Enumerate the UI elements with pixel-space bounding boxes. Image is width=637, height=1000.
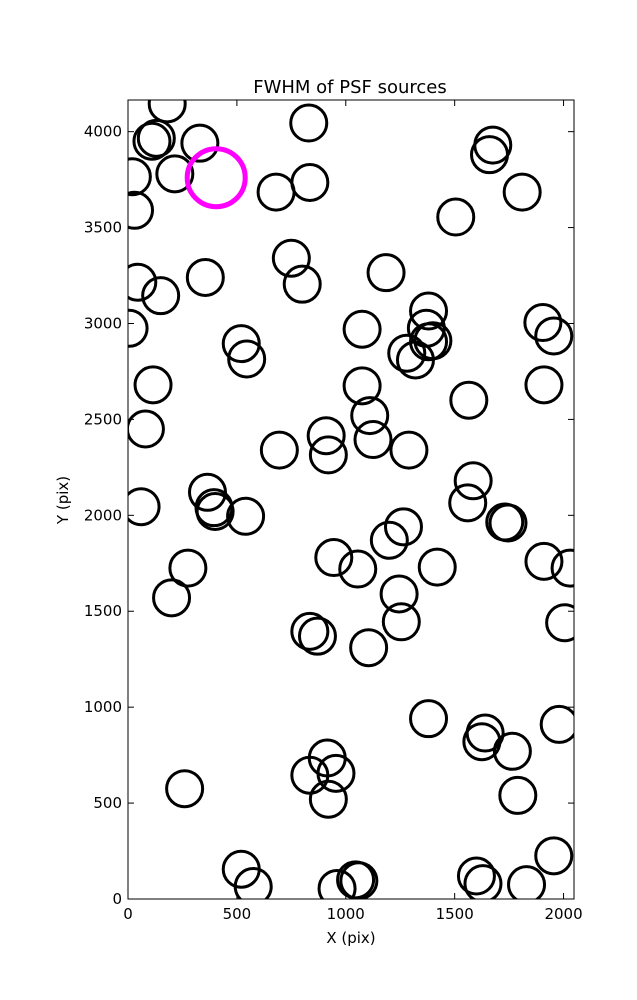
- source-point-15: [271, 238, 311, 278]
- y-tick-label: 3500: [84, 219, 122, 237]
- source-point-20: [141, 276, 181, 316]
- source-point-46: [448, 483, 488, 523]
- x-tick-label: 1500: [436, 905, 474, 923]
- source-point-59: [550, 548, 574, 588]
- source-point-42: [259, 430, 299, 470]
- source-point-40: [353, 420, 393, 460]
- source-point-76: [165, 769, 205, 809]
- y-tick-label: 3000: [84, 314, 122, 332]
- source-point-1: [147, 100, 187, 124]
- highlighted-source-point: [184, 146, 248, 210]
- source-point-85: [456, 856, 496, 896]
- source-point-8: [128, 157, 152, 197]
- source-point-35: [524, 365, 564, 405]
- source-point-44: [453, 461, 493, 501]
- source-point-49: [195, 491, 235, 531]
- source-point-34: [342, 366, 382, 406]
- x-tick-label: 2000: [544, 905, 582, 923]
- source-point-47: [128, 487, 161, 527]
- source-point-67: [349, 628, 389, 668]
- source-point-14: [436, 197, 476, 237]
- source-point-11: [256, 172, 296, 212]
- source-point-75: [316, 753, 356, 793]
- y-tick-label: 4000: [84, 123, 122, 141]
- source-point-16: [366, 253, 406, 293]
- source-point-32: [395, 340, 435, 380]
- source-point-55: [314, 538, 354, 578]
- x-axis-label: X (pix): [326, 929, 375, 947]
- source-point-86: [463, 864, 503, 899]
- y-tick-label: 1000: [84, 698, 122, 716]
- source-point-52: [485, 502, 525, 542]
- x-tick-label: 1000: [327, 905, 365, 923]
- source-point-78: [498, 775, 538, 815]
- source-point-77: [308, 779, 348, 819]
- source-point-5: [180, 123, 220, 163]
- source-point-10: [290, 162, 330, 202]
- source-point-19: [282, 264, 322, 304]
- source-point-36: [449, 380, 489, 420]
- source-point-27: [523, 303, 563, 343]
- source-point-38: [128, 409, 165, 449]
- source-point-81: [233, 867, 273, 899]
- source-point-41: [308, 435, 348, 475]
- source-point-7: [470, 135, 510, 175]
- source-point-31: [387, 333, 427, 373]
- y-tick-label: 2500: [84, 410, 122, 428]
- source-point-54: [369, 520, 409, 560]
- source-point-28: [534, 316, 574, 356]
- source-point-21: [409, 291, 449, 331]
- source-point-9: [155, 154, 195, 194]
- source-point-87: [507, 865, 547, 899]
- source-point-13: [128, 190, 155, 230]
- source-point-43: [389, 430, 429, 470]
- source-point-4: [136, 118, 176, 158]
- source-point-29: [221, 324, 261, 364]
- source-point-72: [539, 704, 574, 744]
- source-point-30: [227, 339, 267, 379]
- source-point-53: [488, 503, 528, 543]
- source-point-70: [462, 722, 502, 762]
- chart-title: FWHM of PSF sources: [253, 77, 447, 98]
- source-point-60: [168, 548, 208, 588]
- source-point-71: [492, 731, 532, 771]
- source-point-82: [317, 868, 357, 899]
- source-point-51: [383, 507, 423, 547]
- source-point-12: [502, 172, 542, 212]
- source-point-66: [297, 616, 337, 656]
- source-point-37: [350, 396, 390, 436]
- y-tick-label: 500: [93, 794, 122, 812]
- axes-frame: [127, 99, 575, 900]
- x-tick-label: 500: [223, 905, 252, 923]
- source-point-64: [545, 603, 574, 643]
- source-point-61: [152, 578, 192, 618]
- y-axis-ticks: 0 500 1000 1500 2000 2500 3000 3500 4000: [84, 123, 574, 908]
- y-tick-label: 0: [112, 890, 122, 908]
- x-axis-ticks: 0 500 1000 1500 2000: [123, 100, 583, 923]
- source-point-17: [128, 262, 158, 302]
- source-point-79: [534, 836, 574, 876]
- source-point-65: [290, 611, 330, 651]
- plot-area: [128, 100, 574, 899]
- source-point-39: [306, 416, 346, 456]
- source-point-63: [381, 602, 421, 642]
- source-point-68: [409, 699, 449, 739]
- y-tick-label: 2000: [84, 506, 122, 524]
- source-point-56: [338, 549, 378, 589]
- source-point-18: [185, 257, 225, 297]
- source-point-62: [379, 574, 419, 614]
- source-point-50: [226, 496, 266, 536]
- source-point-57: [417, 547, 457, 587]
- source-point-2: [289, 103, 329, 143]
- source-point-58: [524, 541, 564, 581]
- source-point-33: [133, 365, 173, 405]
- y-tick-label: 1500: [84, 602, 122, 620]
- source-point-23: [342, 309, 382, 349]
- source-point-3: [132, 121, 172, 161]
- source-point-22: [128, 308, 149, 348]
- y-axis-label: Y (pix): [54, 476, 72, 525]
- x-tick-label: 0: [123, 905, 133, 923]
